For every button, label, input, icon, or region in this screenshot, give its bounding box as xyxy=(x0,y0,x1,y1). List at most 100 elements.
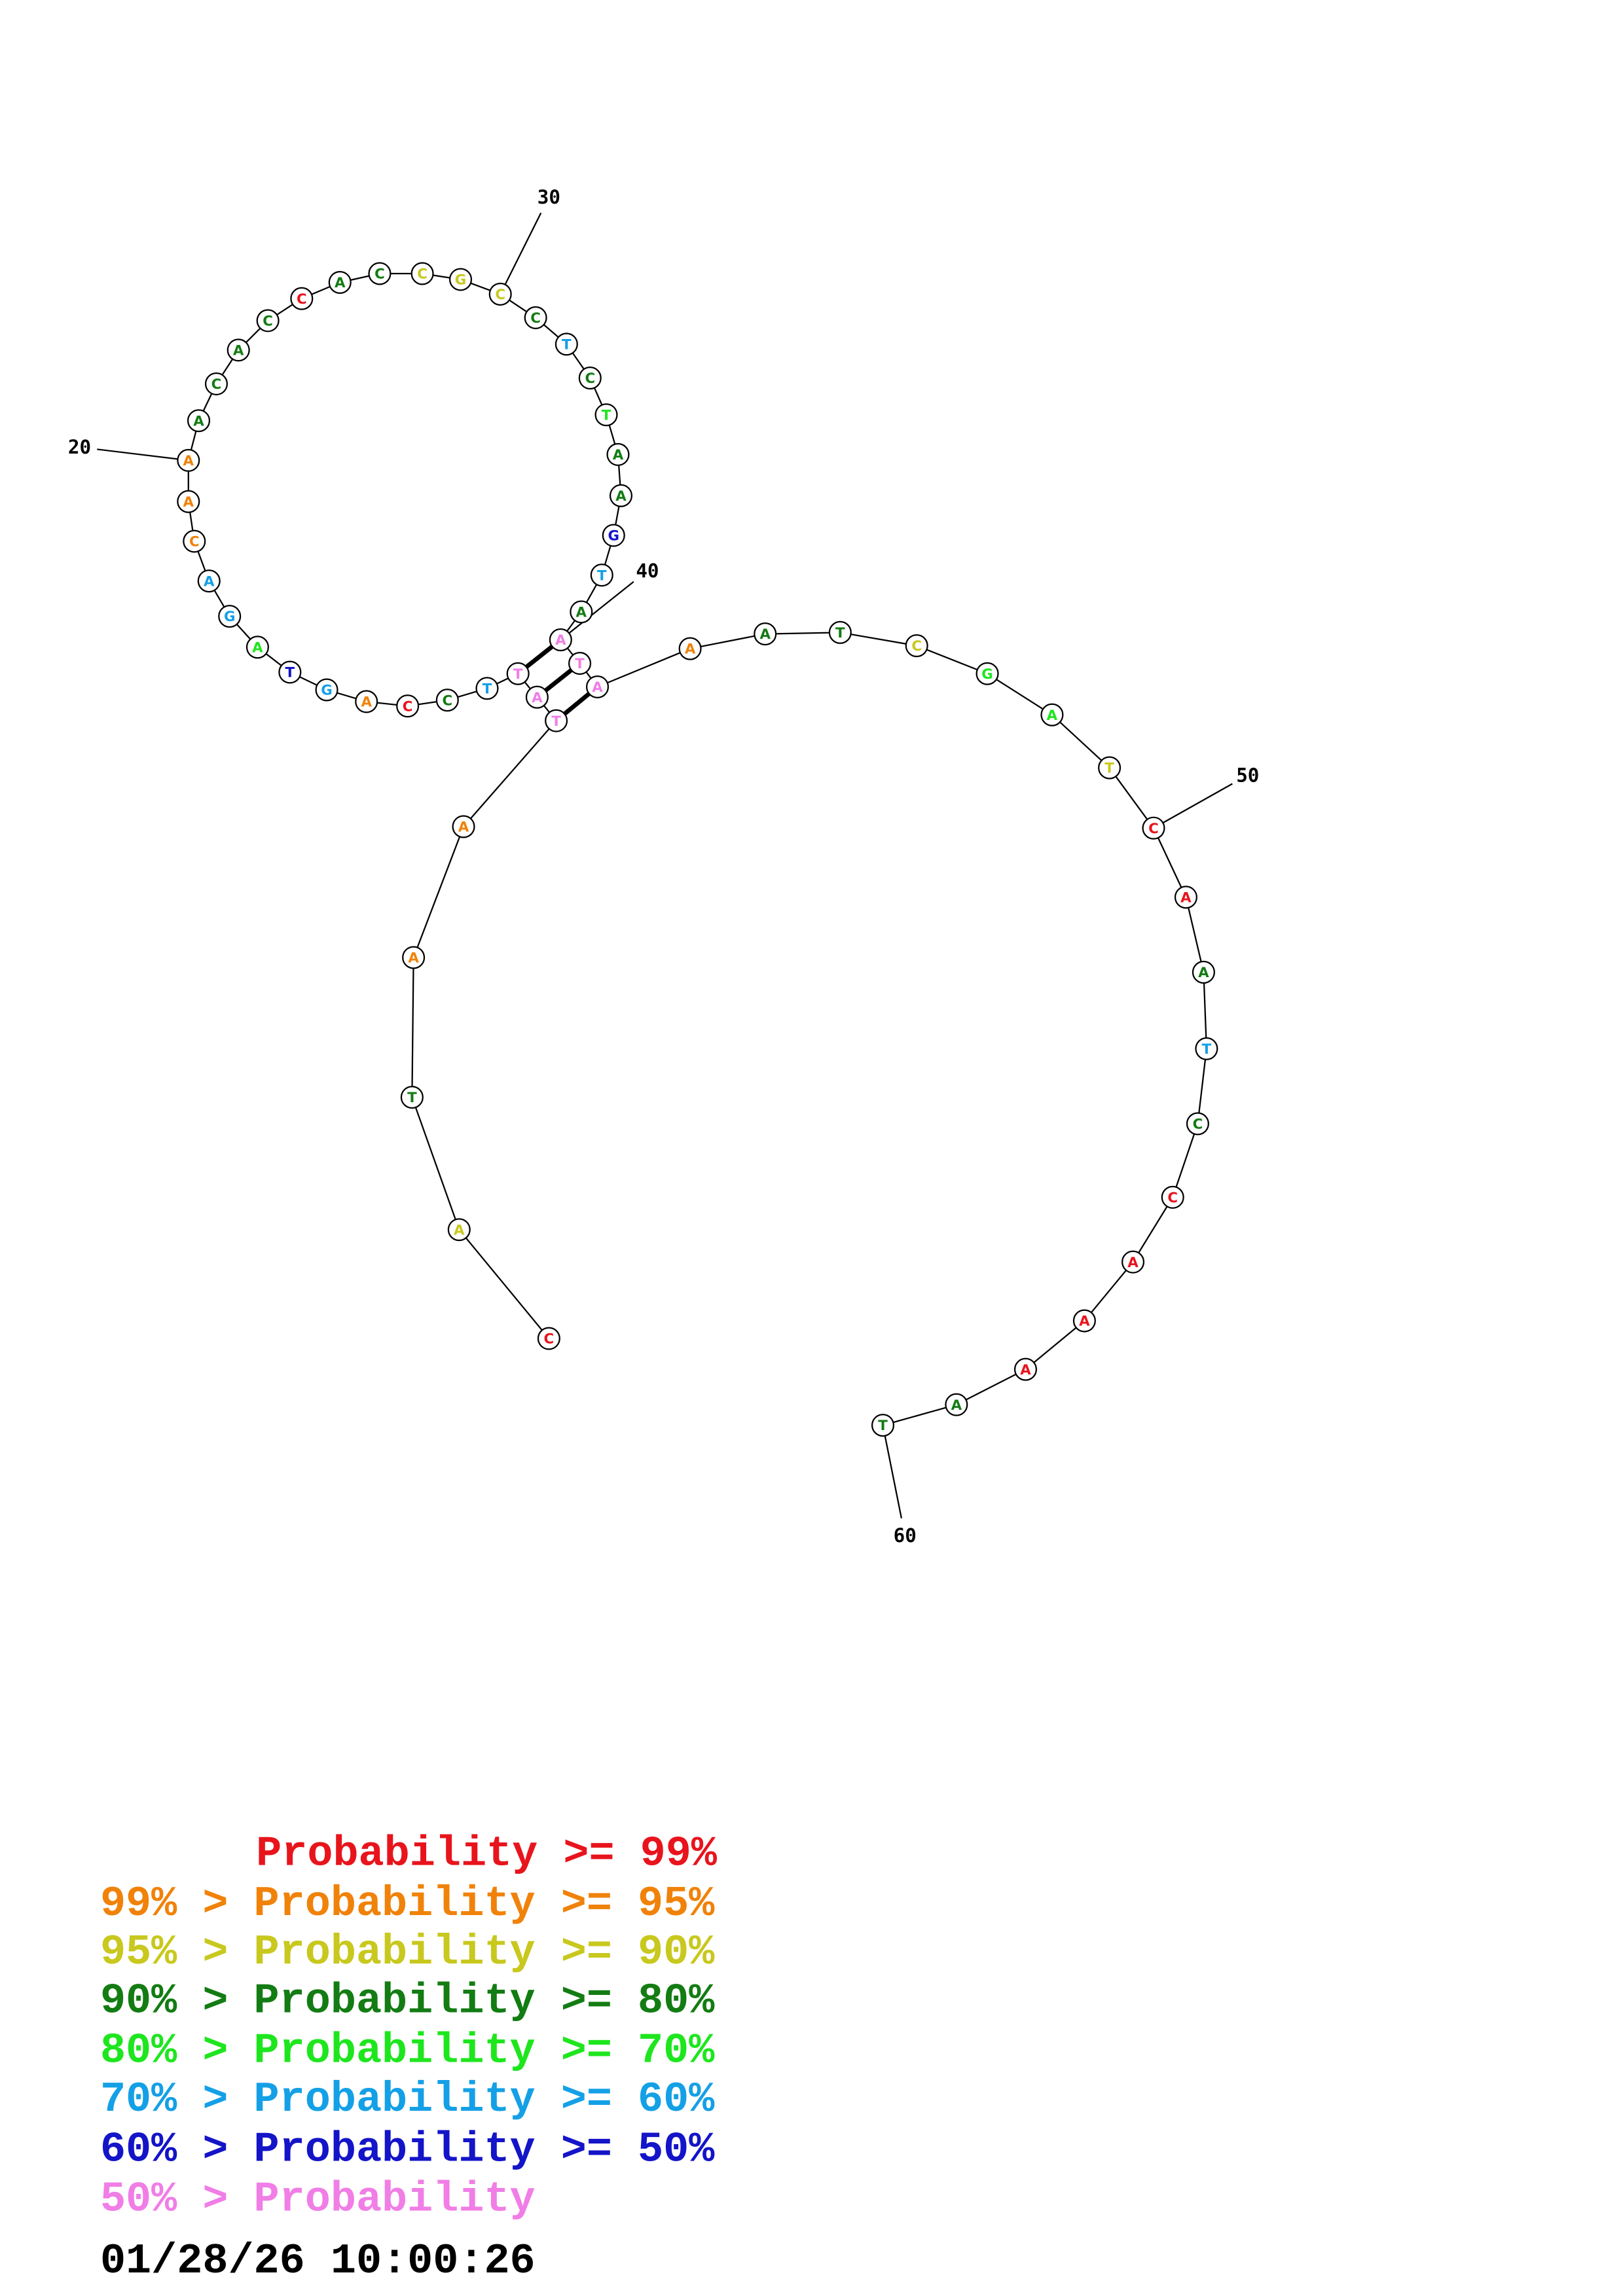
nucleotide-circle xyxy=(290,287,314,310)
nucleotide-circle xyxy=(606,442,630,466)
nucleotide-base: T xyxy=(835,625,845,641)
nucleotide-circle xyxy=(585,675,610,699)
nucleotide-base: G xyxy=(321,683,333,699)
nucleotide-circle xyxy=(1174,886,1197,909)
nucleotide-circle xyxy=(828,620,852,644)
number-label: 50 xyxy=(1236,764,1259,786)
nucleotide-circle xyxy=(537,1327,560,1350)
nucleotide-circle xyxy=(328,270,352,295)
backbone-segment xyxy=(1084,1261,1134,1321)
nucleotide-base: T xyxy=(407,1090,417,1106)
nucleotide-circle xyxy=(602,524,625,547)
nucleotide-base: C xyxy=(297,291,307,308)
nucleotide-circle xyxy=(524,306,547,329)
nucleotide-base: T xyxy=(551,713,561,730)
nucleotide-base: C xyxy=(189,534,200,550)
nucleotide-base: A xyxy=(532,690,543,706)
backbone-segment xyxy=(883,1404,957,1426)
nucleotide-circle xyxy=(1040,703,1064,726)
nucleotide-base: C xyxy=(211,376,222,393)
nucleotide-base: C xyxy=(1193,1117,1203,1133)
nucleotide-base: A xyxy=(1127,1255,1139,1271)
nucleotide-circle xyxy=(315,678,338,702)
backbone-segment xyxy=(1051,714,1110,768)
legend-entry: 99% > Probability >= 95% xyxy=(100,1880,715,1928)
nucleotide-circle xyxy=(488,282,512,306)
backbone-segment xyxy=(840,632,917,647)
nucleotide-base: T xyxy=(602,407,611,423)
nucleotide-circle xyxy=(976,662,999,685)
nucleotide-circle xyxy=(754,622,777,646)
legend-entry: 70% > Probability >= 60% xyxy=(100,2075,715,2124)
nucleotide-base: C xyxy=(417,266,428,283)
timestamp: 01/28/26 10:00:26 xyxy=(100,2237,536,2286)
nucleotide-base: A xyxy=(361,694,372,711)
nucleotide-base: C xyxy=(495,287,505,303)
nucleotide-base: G xyxy=(224,609,236,625)
nucleotide-circle xyxy=(1098,756,1122,780)
backbone-segment xyxy=(956,1369,1026,1406)
nucleotide-base: T xyxy=(513,666,523,683)
nucleotide-circle xyxy=(177,490,200,513)
nucleotide-base: A xyxy=(1180,889,1192,906)
backbone-segment xyxy=(412,826,465,958)
number-tick xyxy=(560,581,634,641)
nucleotide-base: C xyxy=(1148,821,1159,837)
nucleotide-circle xyxy=(246,636,269,659)
nucleotide-circle xyxy=(549,628,572,652)
nucleotide-base: A xyxy=(951,1397,962,1414)
nucleotide-circle xyxy=(545,709,568,732)
nucleotide-circle xyxy=(177,448,200,472)
nucleotide-base: A xyxy=(1047,708,1058,724)
nucleotide-circle xyxy=(506,662,530,685)
nucleotide-base: A xyxy=(613,447,624,463)
number-tick xyxy=(500,212,542,295)
nucleotide-circle xyxy=(204,372,228,396)
number-label: 60 xyxy=(894,1524,917,1547)
legend-entry: 95% > Probability >= 90% xyxy=(100,1928,715,1977)
number-label: 20 xyxy=(68,436,91,458)
nucleotide-circle xyxy=(452,815,475,838)
nucleotide-base: G xyxy=(455,272,467,289)
nucleotide-circle xyxy=(400,1085,424,1109)
nucleotide-circle xyxy=(218,605,242,628)
number-label: 40 xyxy=(636,560,659,582)
nucleotide-circle xyxy=(525,685,549,709)
nucleotide-base: T xyxy=(1202,1041,1212,1058)
nucleotide-base: A xyxy=(204,573,215,590)
nucleotide-base: T xyxy=(575,656,585,672)
nucleotide-base: A xyxy=(615,488,627,505)
legend-entry: 90% > Probability >= 80% xyxy=(100,1977,715,2025)
pairs xyxy=(517,637,599,723)
nucleotide-base: T xyxy=(483,681,492,697)
nucleotide-circle xyxy=(368,262,392,285)
nucleotide-circle xyxy=(410,262,434,285)
backbone-segment xyxy=(463,720,557,827)
nucleotide-base: T xyxy=(285,665,295,681)
nucleotide-circle xyxy=(1142,816,1165,840)
backbone-segment xyxy=(1197,1049,1208,1124)
nucleotide-base: A xyxy=(555,632,566,649)
nucleotide-circle xyxy=(568,651,592,675)
backbone-segment xyxy=(1025,1320,1085,1371)
nucleotide-circle xyxy=(1186,1112,1209,1136)
nucleotide-base: A xyxy=(335,275,346,291)
nucleotide-circle xyxy=(183,529,206,553)
nucleotide-base: A xyxy=(233,342,244,359)
nucleotide-base: G xyxy=(981,666,993,683)
backbone-segment xyxy=(597,648,691,688)
nucleotide-circle xyxy=(555,332,578,356)
nucleotide-base: A xyxy=(685,641,696,658)
nucleotide-circle xyxy=(1072,1309,1096,1333)
nucleotide-base: C xyxy=(374,266,385,283)
nucleotide-base: A xyxy=(592,679,603,696)
nucleotide-circle xyxy=(187,409,211,433)
nucleotide-circle xyxy=(594,403,618,427)
nucleotide-circle xyxy=(1195,1037,1218,1060)
nucleotide-base: G xyxy=(608,528,619,545)
nucleotide-circle xyxy=(447,1218,471,1242)
nucleotide-base: C xyxy=(530,310,541,327)
nucleotide-base: A xyxy=(193,413,204,429)
backbone xyxy=(187,272,1208,1426)
